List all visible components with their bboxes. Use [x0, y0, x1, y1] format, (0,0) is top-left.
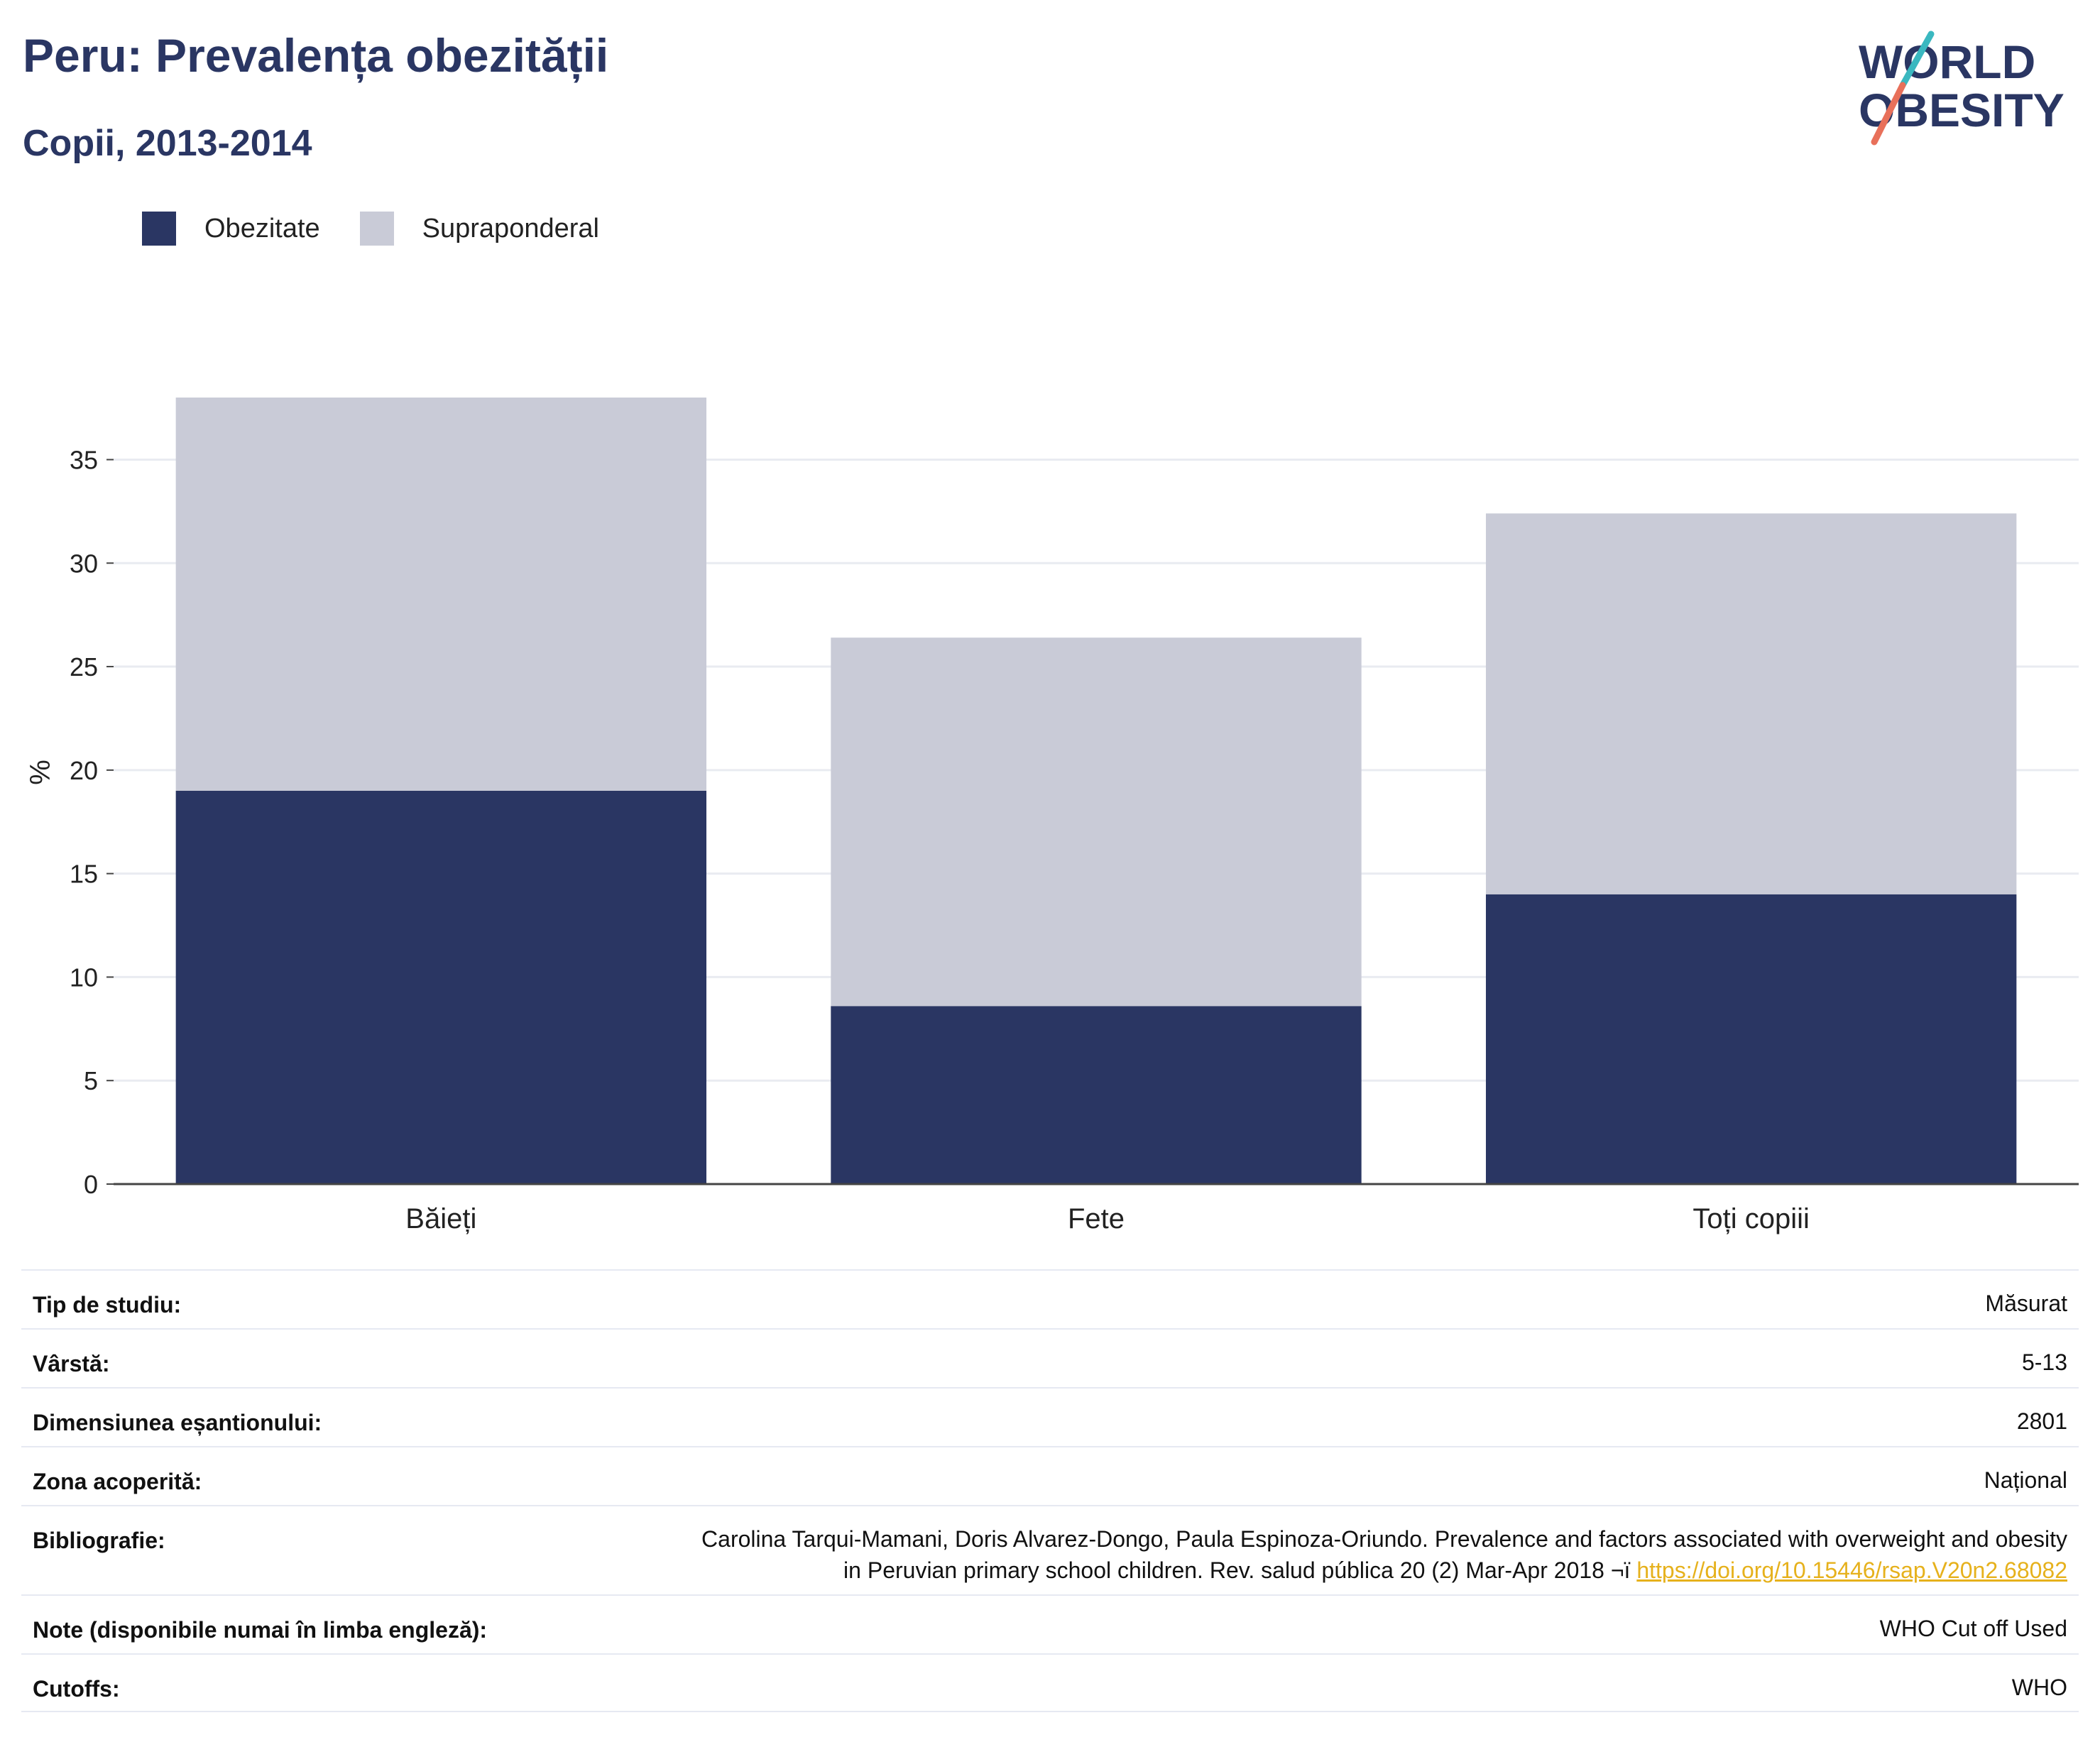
bibliography-doi-link[interactable]: https://doi.org/10.15446/rsap.V20n2.6808… — [1636, 1557, 2067, 1583]
y-tick-label-30: 30 — [70, 549, 98, 578]
meta-key-bibliography: Bibliografie: — [33, 1528, 165, 1553]
meta-key-cutoffs: Cutoffs: — [33, 1676, 120, 1702]
x-tick-label-1: Fete — [1068, 1203, 1125, 1234]
meta-value-age: 5-13 — [2021, 1349, 2067, 1375]
y-tick-label-20: 20 — [70, 756, 98, 785]
meta-row-notes: Note (disponibile numai în limba engleză… — [21, 1594, 2079, 1653]
y-tick-label-10: 10 — [70, 963, 98, 992]
meta-key-age: Vârstă: — [33, 1351, 110, 1376]
meta-row-study-type: Tip de studiu: Măsurat — [21, 1269, 2079, 1328]
y-tick-label-0: 0 — [84, 1170, 98, 1199]
logo-slash-coral — [1871, 82, 1906, 146]
y-tick-label-25: 25 — [70, 652, 98, 681]
meta-key-sample-size: Dimensiunea eșantionului: — [33, 1410, 322, 1435]
bar-supraponderal-2 — [1485, 513, 2017, 894]
meta-value-bibliography: Carolina Tarqui-Mamani, Doris Alvarez-Do… — [701, 1523, 2067, 1586]
y-axis-label: % — [25, 760, 56, 785]
legend-swatch-supraponderal — [359, 212, 394, 246]
meta-value-area: Național — [1984, 1467, 2067, 1493]
bars — [114, 398, 2079, 1185]
x-tick-label-2: Toți copiii — [1692, 1203, 1810, 1234]
y-axis-ticks: 0 5 10 15 20 25 30 35 — [70, 445, 114, 1199]
logo-slash-teal — [1899, 31, 1935, 89]
y-tick-label-15: 15 — [70, 860, 98, 889]
meta-row-age: Vârstă: 5-13 — [21, 1328, 2079, 1387]
page-subtitle: Copii, 2013-2014 — [23, 123, 312, 164]
bar-obezitate-1 — [831, 1006, 1362, 1184]
meta-key-study-type: Tip de studiu: — [33, 1292, 182, 1318]
meta-key-notes: Note (disponibile numai în limba engleză… — [33, 1617, 488, 1643]
bar-obezitate-0 — [175, 791, 707, 1184]
bibliography-line-1: Carolina Tarqui-Mamani, Doris Alvarez-Do… — [701, 1526, 2067, 1552]
bar-obezitate-2 — [1485, 894, 2017, 1184]
legend-label-supraponderal: Supraponderal — [422, 213, 599, 243]
logo-word-1: WORLD — [1859, 35, 2035, 88]
bar-supraponderal-1 — [831, 637, 1362, 1007]
bibliography-line-2: in Peruvian primary school children. Rev… — [843, 1557, 1631, 1583]
legend-swatch-obezitate — [142, 212, 176, 246]
meta-value-sample-size: 2801 — [2016, 1408, 2067, 1434]
meta-value-cutoffs: WHO — [2011, 1675, 2067, 1700]
meta-key-area: Zona acoperită: — [33, 1469, 202, 1494]
legend-label-obezitate: Obezitate — [204, 213, 320, 243]
meta-value-notes: WHO Cut off Used — [1879, 1616, 2067, 1641]
world-obesity-logo: WORLD OBESITY — [1859, 31, 2065, 146]
chart-legend: Obezitate Supraponderal — [142, 212, 639, 246]
x-axis-labels: Băieți Fete Toți copiii — [405, 1203, 1810, 1234]
meta-row-sample-size: Dimensiunea eșantionului: 2801 — [21, 1387, 2079, 1446]
page-title: Peru: Prevalența obezității — [23, 29, 609, 82]
meta-value-study-type: Măsurat — [1985, 1291, 2067, 1316]
y-tick-label-35: 35 — [70, 445, 98, 474]
x-tick-label-0: Băieți — [405, 1203, 476, 1234]
stacked-bar-chart: 0 5 10 15 20 25 30 35 Băieți Fete Toți copiii % — [25, 398, 2079, 1234]
meta-row-cutoffs: Cutoffs: WHO — [21, 1653, 2079, 1712]
bar-supraponderal-0 — [175, 398, 707, 791]
legend-item-obezitate: Obezitate — [142, 212, 320, 246]
legend-item-supraponderal: Supraponderal — [359, 212, 599, 246]
y-tick-label-5: 5 — [84, 1066, 98, 1095]
metadata-table: Tip de studiu: Măsurat Vârstă: 5-13 Dime… — [21, 1269, 2079, 1712]
meta-row-bibliography: Bibliografie: Carolina Tarqui-Mamani, Do… — [21, 1505, 2079, 1594]
meta-row-area: Zona acoperită: Național — [21, 1446, 2079, 1505]
